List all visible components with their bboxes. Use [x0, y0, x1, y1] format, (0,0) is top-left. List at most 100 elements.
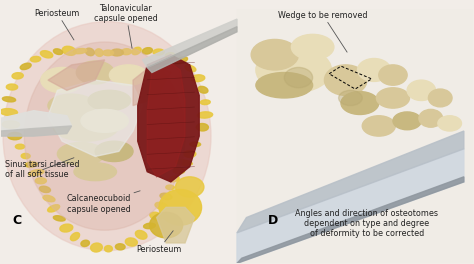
Ellipse shape — [376, 88, 410, 108]
Ellipse shape — [165, 53, 175, 58]
Ellipse shape — [48, 205, 60, 212]
Ellipse shape — [60, 224, 73, 232]
Ellipse shape — [185, 65, 196, 72]
Ellipse shape — [63, 46, 76, 55]
Ellipse shape — [41, 67, 83, 93]
Ellipse shape — [150, 212, 163, 220]
Ellipse shape — [160, 193, 172, 200]
Ellipse shape — [150, 213, 182, 238]
Ellipse shape — [43, 195, 55, 202]
Ellipse shape — [8, 133, 22, 140]
Ellipse shape — [357, 59, 391, 81]
Polygon shape — [237, 131, 464, 233]
Ellipse shape — [73, 49, 87, 54]
Ellipse shape — [95, 49, 103, 56]
Ellipse shape — [39, 186, 50, 192]
Ellipse shape — [419, 109, 443, 127]
Ellipse shape — [251, 39, 299, 70]
Ellipse shape — [125, 238, 137, 246]
Ellipse shape — [166, 185, 174, 190]
Ellipse shape — [91, 243, 102, 252]
Ellipse shape — [35, 178, 46, 184]
Polygon shape — [0, 126, 72, 136]
Ellipse shape — [54, 49, 63, 54]
Ellipse shape — [104, 246, 112, 252]
Ellipse shape — [3, 22, 211, 251]
Ellipse shape — [24, 42, 185, 230]
Ellipse shape — [292, 34, 334, 60]
Ellipse shape — [198, 86, 208, 93]
Polygon shape — [48, 60, 105, 90]
Ellipse shape — [28, 169, 44, 176]
Ellipse shape — [438, 116, 462, 131]
Ellipse shape — [30, 56, 41, 62]
Ellipse shape — [379, 65, 407, 85]
Ellipse shape — [81, 240, 90, 247]
Ellipse shape — [25, 162, 37, 167]
Ellipse shape — [191, 75, 205, 82]
Ellipse shape — [173, 168, 184, 174]
Ellipse shape — [175, 177, 204, 197]
Ellipse shape — [196, 124, 209, 131]
Ellipse shape — [85, 48, 94, 56]
Ellipse shape — [110, 49, 123, 56]
Polygon shape — [0, 111, 72, 131]
Ellipse shape — [428, 89, 452, 107]
Polygon shape — [143, 19, 237, 67]
Ellipse shape — [153, 49, 164, 55]
Ellipse shape — [407, 80, 436, 101]
Ellipse shape — [256, 47, 331, 93]
Ellipse shape — [256, 73, 313, 98]
Ellipse shape — [183, 150, 196, 157]
Ellipse shape — [20, 63, 31, 70]
Ellipse shape — [176, 160, 192, 166]
Bar — [237, 9, 474, 263]
Ellipse shape — [174, 57, 188, 64]
Text: Angles and direction of osteotomes
dependent on type and degree
of deformity to : Angles and direction of osteotomes depen… — [295, 209, 438, 238]
Text: Periosteum: Periosteum — [137, 231, 182, 254]
Ellipse shape — [159, 190, 201, 225]
Polygon shape — [156, 207, 194, 243]
Ellipse shape — [190, 142, 201, 147]
Polygon shape — [237, 177, 464, 263]
Ellipse shape — [53, 111, 119, 141]
Ellipse shape — [284, 67, 313, 88]
Text: Periosteum: Periosteum — [35, 9, 80, 40]
Ellipse shape — [142, 48, 153, 54]
Ellipse shape — [54, 216, 65, 221]
Ellipse shape — [21, 153, 30, 159]
Ellipse shape — [324, 65, 367, 95]
Ellipse shape — [121, 49, 131, 55]
Ellipse shape — [2, 97, 16, 102]
Ellipse shape — [76, 61, 114, 84]
Ellipse shape — [48, 94, 95, 117]
Ellipse shape — [338, 90, 362, 106]
Polygon shape — [133, 65, 171, 106]
Ellipse shape — [393, 112, 421, 130]
Ellipse shape — [136, 230, 147, 239]
Ellipse shape — [144, 223, 155, 229]
Polygon shape — [147, 27, 237, 73]
Text: Wedge to be removed: Wedge to be removed — [278, 11, 368, 52]
Polygon shape — [138, 55, 199, 182]
Polygon shape — [48, 80, 143, 157]
Ellipse shape — [115, 244, 125, 250]
Ellipse shape — [74, 163, 117, 181]
Ellipse shape — [12, 73, 23, 79]
Ellipse shape — [6, 84, 18, 90]
Ellipse shape — [71, 233, 80, 241]
Text: Calcaneocuboid
capsule opened: Calcaneocuboid capsule opened — [67, 191, 140, 214]
Ellipse shape — [109, 65, 147, 85]
Ellipse shape — [197, 112, 213, 118]
Text: Sinus tarsi cleared
of all soft tissue: Sinus tarsi cleared of all soft tissue — [5, 158, 80, 179]
Text: Talonavicular
capsule opened: Talonavicular capsule opened — [94, 3, 158, 48]
Ellipse shape — [40, 51, 53, 58]
Ellipse shape — [15, 144, 25, 149]
Ellipse shape — [57, 143, 105, 165]
Ellipse shape — [102, 50, 114, 56]
Ellipse shape — [81, 109, 128, 132]
Ellipse shape — [2, 121, 19, 128]
Ellipse shape — [362, 116, 395, 136]
Ellipse shape — [169, 176, 179, 182]
Ellipse shape — [0, 109, 18, 116]
